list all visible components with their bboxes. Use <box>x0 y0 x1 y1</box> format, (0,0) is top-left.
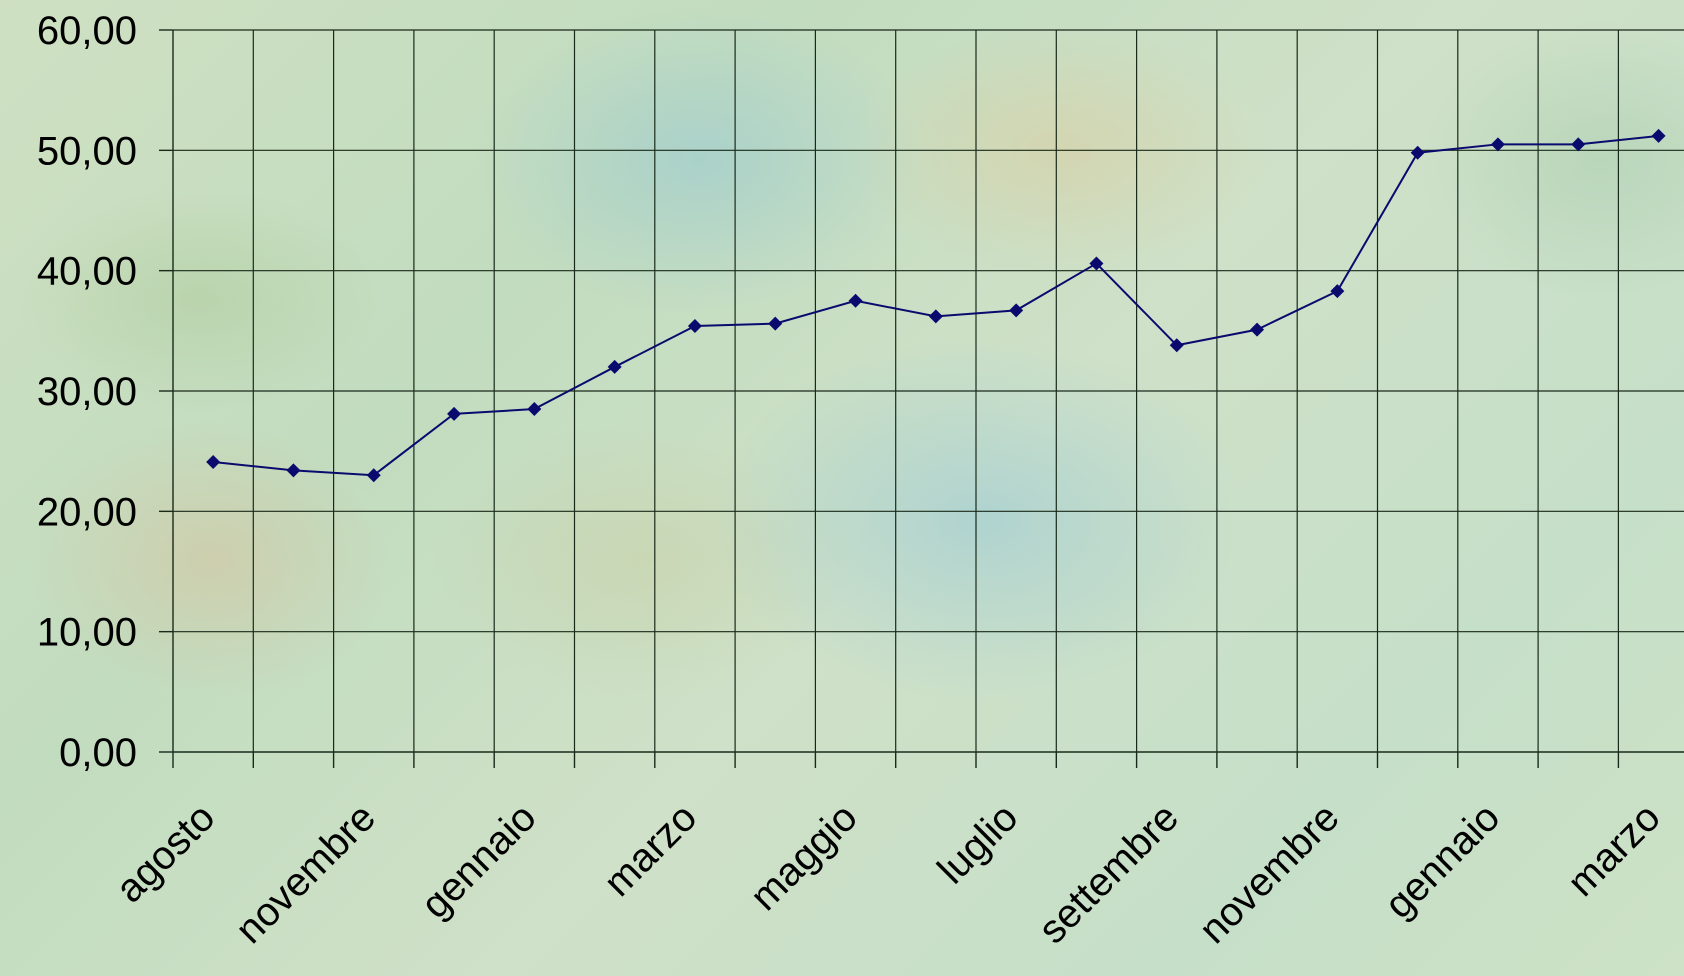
data-point-marker <box>366 468 381 483</box>
y-tick-label: 20,00 <box>37 490 137 534</box>
series-line <box>213 134 1659 477</box>
series <box>206 128 1666 483</box>
x-tick-label: agosto <box>107 795 223 911</box>
data-point-marker <box>1250 322 1265 337</box>
x-tick-label: novembre <box>227 795 384 952</box>
data-point-marker <box>928 309 943 324</box>
y-tick-label: 60,00 <box>37 9 137 53</box>
data-point-marker <box>687 319 702 334</box>
data-point-marker <box>607 359 622 374</box>
y-tick-label: 40,00 <box>37 250 137 294</box>
data-point-marker <box>286 463 301 478</box>
x-tick-label: gennaio <box>413 795 545 927</box>
y-tick-label: 10,00 <box>37 611 137 655</box>
x-tick-label: marzo <box>596 795 706 905</box>
data-point-marker <box>1089 256 1104 271</box>
data-point-marker <box>848 293 863 308</box>
x-tick-label: gennaio <box>1377 795 1509 927</box>
x-tick-label: marzo <box>1559 795 1669 905</box>
y-tick-label: 50,00 <box>37 129 137 173</box>
x-tick-label: maggio <box>742 795 866 919</box>
data-point-marker <box>206 454 221 469</box>
x-tick-label: luglio <box>929 795 1026 892</box>
data-point-marker <box>1009 303 1024 318</box>
data-point-marker <box>1169 338 1184 353</box>
data-point-marker <box>1410 145 1425 160</box>
x-tick-label: novembre <box>1191 795 1348 952</box>
x-tick-label: settembre <box>1030 795 1187 952</box>
grid <box>172 29 1684 753</box>
data-point-marker <box>1490 137 1505 152</box>
data-point-marker <box>447 406 462 421</box>
data-point-marker <box>1330 284 1345 299</box>
y-axis-ticks: 0,00 10,00 20,00 30,00 40,00 50,00 60,00 <box>37 9 173 775</box>
x-axis-ticks: agosto novembre gennaio marzo maggio luglio se… <box>107 752 1669 952</box>
data-point-marker <box>1651 128 1666 143</box>
y-tick-label: 0,00 <box>59 731 137 775</box>
data-point-marker <box>527 402 542 417</box>
y-tick-label: 30,00 <box>37 370 137 414</box>
data-point-marker <box>1571 137 1586 152</box>
data-point-marker <box>768 316 783 331</box>
